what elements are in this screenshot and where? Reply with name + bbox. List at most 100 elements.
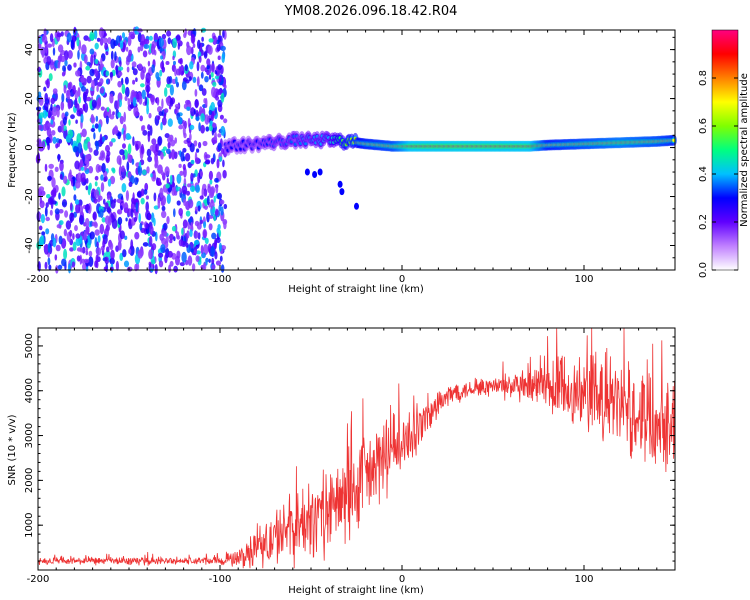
heatmap-cell	[194, 89, 198, 97]
heatmap-cell	[317, 168, 323, 176]
heatmap-cell	[157, 136, 163, 146]
heatmap-cell	[107, 178, 112, 187]
heatmap-cell	[85, 250, 89, 256]
heatmap-cell	[217, 224, 221, 230]
heatmap-cell	[119, 149, 125, 156]
heatmap-cell	[196, 61, 200, 72]
heatmap-cell	[157, 115, 161, 121]
heatmap-cell	[96, 37, 101, 42]
heatmap-cell	[67, 50, 73, 59]
heatmap-cell	[220, 206, 224, 216]
heatmap-cell	[100, 57, 103, 67]
heatmap-cell	[161, 205, 166, 212]
heatmap-cell	[220, 264, 225, 273]
heatmap-cell	[163, 108, 169, 114]
y-tick-label: 20	[24, 92, 35, 105]
heatmap-cell	[178, 239, 184, 247]
y-tick-label: 2000	[24, 468, 35, 493]
heatmap-cell	[214, 75, 220, 80]
heatmap-cell	[97, 165, 103, 172]
heatmap-cell	[102, 239, 106, 248]
heatmap-cell	[81, 128, 87, 138]
heatmap-cell	[197, 39, 201, 49]
heatmap-cell	[175, 231, 180, 240]
heatmap-cell	[71, 261, 76, 268]
heatmap-cell	[156, 96, 160, 106]
heatmap-cell	[214, 251, 218, 260]
heatmap-cell	[99, 209, 104, 218]
heatmap-cell	[161, 66, 166, 73]
heatmap-cell	[81, 86, 86, 92]
heatmap-cell	[102, 37, 108, 44]
y-tick-label: 5000	[24, 333, 35, 358]
heatmap-cell	[149, 144, 155, 152]
colorbar-tick-label: 0.0	[698, 262, 709, 278]
snr-y-label: SNR (10 * v/v)	[7, 414, 18, 485]
heatmap-cell	[185, 79, 190, 84]
heatmap-cell	[206, 211, 210, 223]
heatmap-cell	[144, 96, 148, 106]
heatmap-cell	[156, 76, 161, 82]
heatmap-cell	[215, 185, 219, 194]
colorbar-tick-label: 0.6	[698, 118, 709, 134]
heatmap-cell	[194, 98, 199, 109]
heatmap-cell	[85, 88, 89, 95]
heatmap-cell	[59, 161, 64, 172]
heatmap-cell	[87, 141, 91, 150]
heatmap-cell	[93, 149, 99, 156]
heatmap-cell	[80, 113, 84, 123]
heatmap-cell	[55, 265, 59, 274]
heatmap-cell	[186, 106, 191, 111]
heatmap-cell	[194, 206, 199, 212]
heatmap-cell	[89, 98, 93, 110]
heatmap-cell	[83, 139, 89, 151]
heatmap-cell	[116, 99, 120, 110]
heatmap-cell	[75, 203, 81, 214]
heatmap-cell	[44, 92, 48, 102]
heatmap-cell	[82, 104, 86, 112]
heatmap-cell	[203, 244, 209, 255]
heatmap-cell	[75, 237, 81, 247]
heatmap-cell	[51, 177, 56, 188]
heatmap-cell	[126, 55, 132, 63]
heatmap-cell	[112, 111, 115, 116]
heatmap-cell	[103, 198, 106, 205]
heatmap-cell	[211, 264, 216, 270]
heatmap-cell	[146, 86, 149, 98]
heatmap-cell	[205, 126, 210, 132]
heatmap-cell	[178, 208, 183, 216]
heatmap-cell	[105, 224, 110, 232]
heatmap-cell	[137, 249, 143, 259]
heatmap-cell	[94, 58, 99, 65]
heatmap-cell	[140, 34, 146, 46]
heatmap-cell	[107, 206, 111, 214]
heatmap-cell	[105, 70, 110, 77]
heatmap-cell	[171, 225, 177, 232]
heatmap-cell	[98, 156, 103, 161]
heatmap-cell	[128, 218, 132, 227]
heatmap-cell	[216, 44, 221, 52]
heatmap-cell	[339, 188, 345, 196]
heatmap-cell	[160, 55, 164, 60]
heatmap-cell	[58, 192, 61, 200]
heatmap-cell	[134, 231, 140, 240]
heatmap-cell	[124, 76, 129, 85]
heatmap-cell	[69, 229, 73, 237]
heatmap-cell	[165, 61, 170, 65]
heatmap-cell	[56, 107, 60, 118]
heatmap-cell	[187, 183, 191, 188]
heatmap-cell	[59, 173, 63, 180]
heatmap-cell	[138, 213, 141, 223]
heatmap-cell	[164, 133, 170, 139]
heatmap-cell	[57, 44, 64, 53]
heatmap-cell	[57, 125, 63, 133]
heatmap-cell	[105, 250, 111, 258]
heatmap-cell	[206, 195, 210, 206]
y-tick-label: 4000	[24, 378, 35, 403]
heatmap-cell	[123, 111, 126, 123]
heatmap-cell	[137, 165, 141, 173]
colorbar-label: Normalized spectral amplitude	[739, 73, 750, 227]
heatmap-cell	[110, 50, 114, 61]
heatmap-cell	[94, 42, 99, 50]
heatmap-cell	[44, 163, 48, 172]
